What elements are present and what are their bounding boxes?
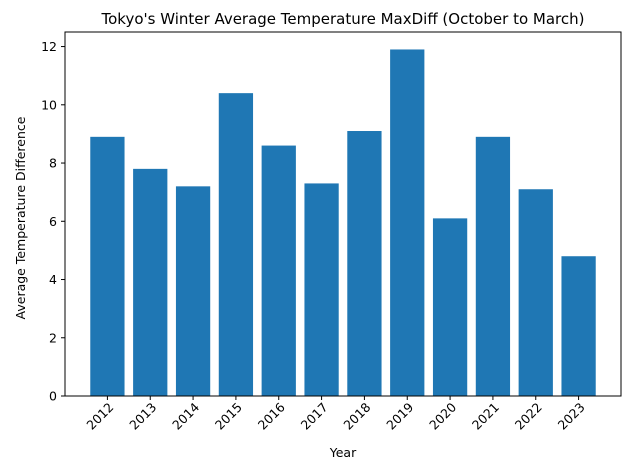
bar-2016 xyxy=(261,145,296,396)
x-ticks-group: 2012 2013 2014 2015 2016 2017 2018 2019 2020 2021… xyxy=(83,396,588,433)
y-ticks-group: 0 2 4 6 8 10 12 xyxy=(41,39,65,404)
bar-2020 xyxy=(432,218,468,396)
bars-group xyxy=(90,49,596,397)
x-tick-label: 2020 xyxy=(426,399,459,432)
bar-2022 xyxy=(518,189,553,396)
x-tick-label: 2015 xyxy=(212,400,245,433)
bar-2015 xyxy=(218,93,254,396)
bar-2013 xyxy=(133,168,168,396)
bar-2023 xyxy=(561,256,596,396)
plot-frame xyxy=(64,31,622,397)
chart-title: Tokyo's Winter Average Temperature MaxDi… xyxy=(101,10,585,28)
x-tick-label: 2016 xyxy=(255,399,288,432)
x-tick-label: 2012 xyxy=(83,400,116,433)
x-tick-label: 2022 xyxy=(512,400,545,433)
x-tick-label: 2019 xyxy=(383,399,416,432)
bar-2012 xyxy=(90,136,125,396)
y-tick-label: 12 xyxy=(41,39,57,54)
x-tick-label: 2023 xyxy=(555,400,588,433)
x-tick-label: 2013 xyxy=(126,400,159,433)
x-axis-label: Year xyxy=(329,445,357,460)
y-tick-label: 0 xyxy=(49,389,57,404)
bar-2014 xyxy=(175,186,211,396)
y-tick-label: 4 xyxy=(49,272,57,287)
y-axis-label: Average Temperature Difference xyxy=(13,116,28,319)
bar-2021 xyxy=(475,136,511,396)
y-tick-label: 2 xyxy=(49,330,57,345)
x-tick-label: 2014 xyxy=(169,399,202,432)
x-tick-label: 2021 xyxy=(469,400,502,433)
x-tick-label: 2017 xyxy=(298,400,331,433)
y-tick-label: 8 xyxy=(49,156,57,171)
x-tick-label: 2018 xyxy=(340,399,373,432)
y-tick-label: 6 xyxy=(49,214,57,229)
bar-2017 xyxy=(304,183,339,396)
bar-2019 xyxy=(390,49,425,397)
bar-2018 xyxy=(347,131,382,396)
y-tick-label: 10 xyxy=(41,97,57,112)
